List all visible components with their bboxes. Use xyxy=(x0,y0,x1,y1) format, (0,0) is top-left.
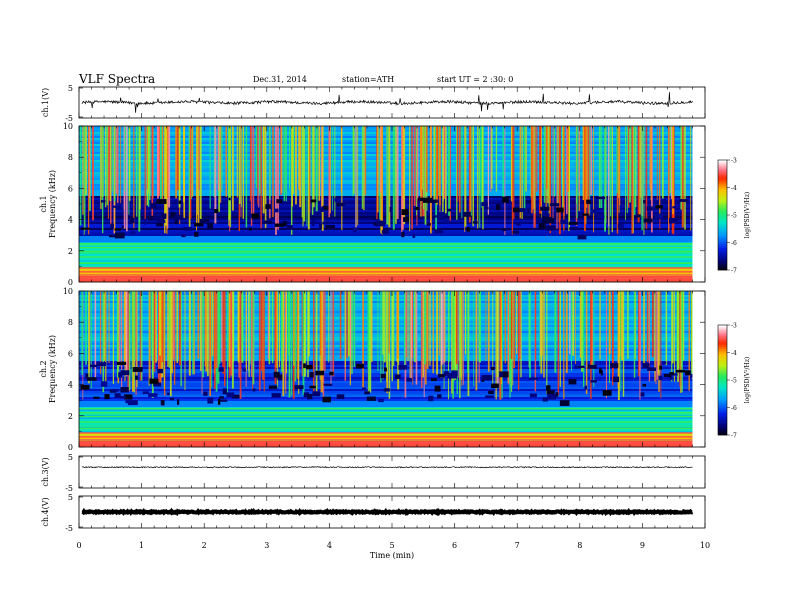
ch1-waveform-ylabel-0: ch.1(V) xyxy=(41,88,50,117)
ch1-spectrogram-ytick-5: 10 xyxy=(63,122,73,131)
ch2-spectrogram-colorbar-tick-1: -4 xyxy=(731,350,737,357)
ch1-spectrogram-ytick-4: 8 xyxy=(68,153,73,162)
ch1-spectrogram-colorbar-tick-2: -5 xyxy=(731,213,737,220)
ch1-spectrogram-ytick-3: 6 xyxy=(68,184,73,193)
time-tick-7: 7 xyxy=(515,541,520,550)
ch2-spectrogram-ytick-0: 0 xyxy=(68,443,73,452)
ch1-spectrogram-ylabel-1: Frequency (kHz) xyxy=(48,170,57,238)
ch1-spectrogram-ytick-2: 4 xyxy=(68,216,73,225)
ch2-spectrogram-ytick-4: 8 xyxy=(68,318,73,327)
ch1-waveform-panel: 5 -5 ch.1(V) xyxy=(41,84,706,123)
ch1-waveform-ytick-top: 5 xyxy=(68,84,73,93)
ch2-spectrogram-image xyxy=(79,291,705,448)
ch2-spectrogram-colorbar-tick-2: -5 xyxy=(731,378,737,385)
start-time-label: start UT = 2 :30: 0 xyxy=(437,75,513,84)
ch2-spectrogram-ytick-2: 4 xyxy=(68,381,73,390)
ch1-spectrogram-colorbar-tick-1: -4 xyxy=(731,185,737,192)
ch1-spectrogram-ylabel-0: ch.1 xyxy=(39,195,48,212)
ch1-spectrogram-ytick-0: 0 xyxy=(68,278,73,287)
time-tick-2: 2 xyxy=(202,541,207,550)
time-tick-5: 5 xyxy=(389,541,394,550)
time-tick-10: 10 xyxy=(700,541,710,550)
ch1-spectrogram-image xyxy=(79,126,705,283)
figure-title: VLF Spectra xyxy=(78,72,155,86)
ch2-spectrogram-ytick-1: 2 xyxy=(68,412,73,421)
time-tick-6: 6 xyxy=(452,541,457,550)
ch2-spectrogram-ytick-3: 6 xyxy=(68,349,73,358)
ch2-spectrogram-colorbar-tick-0: -3 xyxy=(731,323,737,330)
time-tick-8: 8 xyxy=(577,541,582,550)
ch2-spectrogram-ylabel-0: ch.2 xyxy=(39,360,48,377)
ch2-spectrogram-colorbar-label: log(PSD(V²/Hz) xyxy=(744,357,751,404)
time-tick-1: 1 xyxy=(139,541,144,550)
ch1-colorbar: -3 -4 -5 -6 -7 log(PSD(V²/Hz) xyxy=(717,158,751,275)
ch2-spectrogram-ylabel-1: Frequency (kHz) xyxy=(48,335,57,403)
ch4-waveform-ylabel-0: ch.4(V) xyxy=(41,497,50,526)
ch4-waveform-panel: 5 -5 ch.4(V) xyxy=(41,493,706,533)
ch2-spectrogram-ytick-5: 10 xyxy=(63,287,73,296)
station-label: station=ATH xyxy=(342,75,394,84)
ch1-spectrogram-ytick-1: 2 xyxy=(68,247,73,256)
ch4-waveform-trace xyxy=(81,507,694,517)
ch2-spectrogram-panel: 0 2 4 6 8 10 ch.2 Frequency (kHz) xyxy=(39,287,706,452)
ch3-waveform-trace xyxy=(81,466,693,469)
ch4-waveform-ytick-top: 5 xyxy=(68,493,73,502)
ch3-waveform-ytick-bottom: -5 xyxy=(65,484,73,493)
ch1-waveform-trace xyxy=(81,92,693,113)
ch2-spectrogram-colorbar-tick-4: -7 xyxy=(731,433,737,440)
ch1-spectrogram-colorbar-label: log(PSD(V²/Hz) xyxy=(744,192,751,239)
ch4-waveform-ytick-bottom: -5 xyxy=(65,524,73,533)
ch1-spectrogram-panel: 0 2 4 6 8 10 ch.1 Frequency (kHz) xyxy=(39,122,706,287)
time-axis: 0 1 2 3 4 5 6 7 8 9 10 Time (min) xyxy=(76,541,710,560)
time-axis-label: Time (min) xyxy=(370,551,414,560)
ch3-waveform-panel: 5 -5 ch.3(V) xyxy=(41,453,706,493)
ch1-spectrogram-colorbar-tick-0: -3 xyxy=(731,158,737,165)
ch1-spectrogram-colorbar-tick-4: -7 xyxy=(731,268,737,275)
time-tick-3: 3 xyxy=(264,541,269,550)
time-tick-9: 9 xyxy=(640,541,645,550)
time-tick-4: 4 xyxy=(327,541,332,550)
ch3-waveform-ytick-top: 5 xyxy=(68,453,73,462)
ch2-colorbar: -3 -4 -5 -6 -7 log(PSD(V²/Hz) xyxy=(717,323,751,440)
date-label: Dec.31, 2014 xyxy=(253,75,307,84)
ch2-spectrogram-colorbar-tick-3: -6 xyxy=(731,405,737,412)
ch1-spectrogram-colorbar-tick-3: -6 xyxy=(731,240,737,247)
ch1-waveform-ytick-bottom: -5 xyxy=(65,114,73,123)
ch3-waveform-ylabel-0: ch.3(V) xyxy=(41,457,50,486)
time-tick-0: 0 xyxy=(76,541,81,550)
